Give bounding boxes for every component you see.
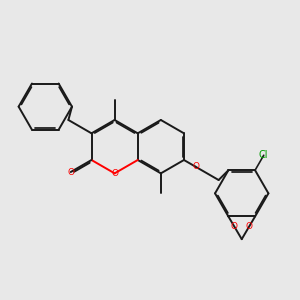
Text: O: O [192,162,199,171]
Text: O: O [67,167,74,176]
Text: O: O [111,169,118,178]
Text: O: O [230,221,238,230]
Text: O: O [246,221,253,230]
Text: Cl: Cl [259,150,268,160]
